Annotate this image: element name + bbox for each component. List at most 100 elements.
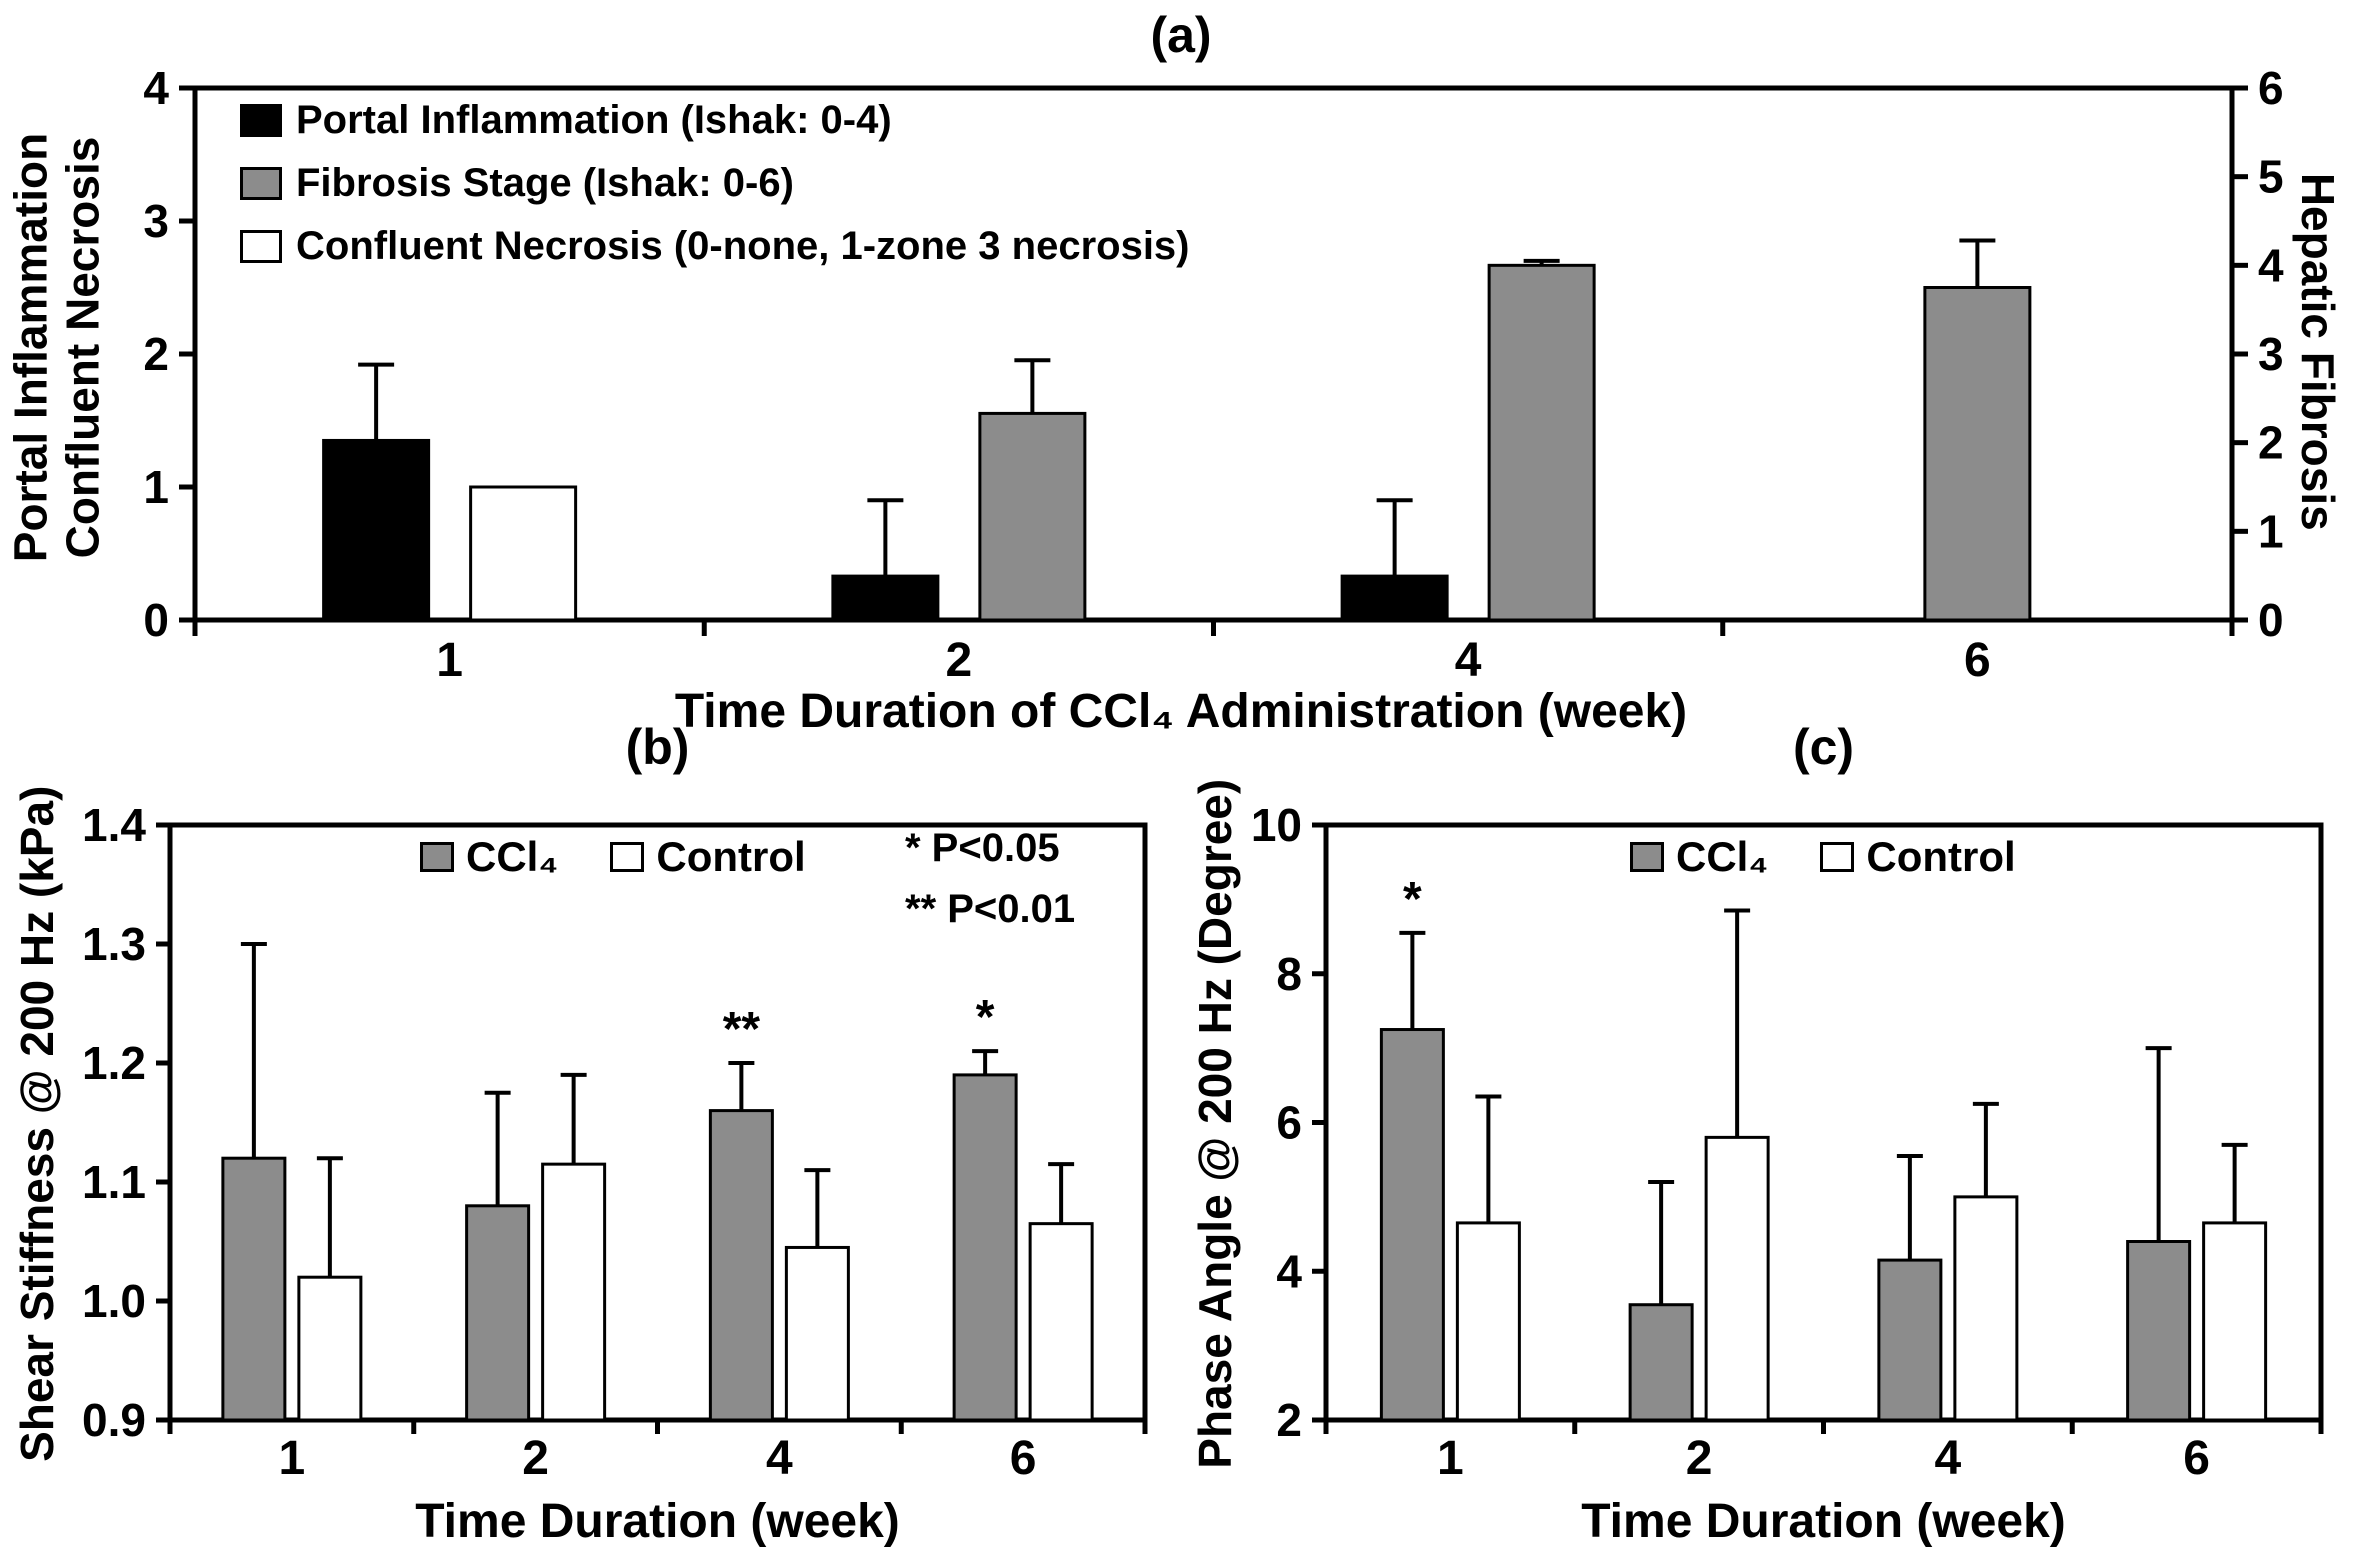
y-tick-label: 6	[1276, 1097, 1302, 1149]
x-category-label: 4	[766, 1432, 793, 1485]
y-tick-label: 1.0	[82, 1275, 146, 1327]
bar	[1923, 286, 2032, 622]
bar	[541, 1162, 607, 1422]
y-tick-right-label: 6	[2258, 62, 2284, 114]
x-category-label: 4	[1455, 634, 1482, 687]
legend-swatch-portal-inflammation	[240, 104, 282, 137]
y-tick-label: 1.2	[82, 1037, 146, 1089]
legend-item-ccl4-b: CCl₄	[420, 833, 558, 881]
bar	[1379, 1028, 1445, 1422]
legend-swatch-confluent-necrosis	[240, 230, 282, 263]
legend-item-fibrosis-stage: Fibrosis Stage (Ishak: 0-6)	[240, 161, 1190, 206]
y-tick-right-label: 4	[2258, 239, 2284, 291]
panel-b-canvas: 0.91.01.11.21.31.41 2 4 6** *	[82, 799, 1148, 1485]
x-category-label: 2	[946, 634, 973, 687]
legend-swatch-ccl4-c	[1630, 842, 1664, 872]
panel-b-title: (b)	[625, 719, 690, 775]
panel-c-xlabel: Time Duration (week)	[1581, 1495, 2066, 1548]
bar	[2126, 1240, 2192, 1422]
legend-label-confluent-necrosis: Confluent Necrosis (0-none, 1-zone 3 nec…	[296, 224, 1190, 268]
legend-swatch-control-c	[1820, 842, 1855, 872]
bar	[978, 411, 1087, 622]
significance-marker: **	[723, 1003, 761, 1056]
x-category-label: 2	[522, 1432, 549, 1485]
legend-item-control-c: Control	[1820, 833, 2016, 881]
panel-b-xlabel: Time Duration (week)	[415, 1495, 900, 1548]
x-category-label: 6	[1964, 634, 1991, 687]
y-tick-label: 2	[143, 328, 169, 380]
legend-label-control-c: Control	[1866, 833, 2016, 880]
y-tick-label: 3	[143, 195, 169, 247]
legend-swatch-ccl4-b	[420, 842, 454, 872]
legend-item-confluent-necrosis: Confluent Necrosis (0-none, 1-zone 3 nec…	[240, 224, 1190, 269]
bar	[708, 1109, 774, 1422]
y-tick-right-label: 0	[2258, 594, 2284, 646]
panel-c-ylabel: Phase Angle @ 200 Hz (Degree)	[1189, 778, 1242, 1469]
legend-item-ccl4-c: CCl₄	[1630, 833, 1768, 881]
y-tick-label: 1.1	[82, 1156, 146, 1208]
y-tick-right-label: 3	[2258, 328, 2284, 380]
y-tick-label: 4	[143, 62, 169, 114]
legend-label-portal-inflammation: Portal Inflammation (Ishak: 0-4)	[296, 98, 892, 142]
legend-label-fibrosis-stage: Fibrosis Stage (Ishak: 0-6)	[296, 161, 794, 205]
y-tick-label: 4	[1276, 1245, 1302, 1297]
panel-a-canvas: 0 1 2 3 4 0 1 2 3 4 5 6 1 2 4 6	[143, 62, 2284, 687]
significance-marker: *	[1403, 873, 1422, 926]
bar	[322, 438, 431, 622]
bar	[297, 1275, 363, 1422]
x-category-label: 4	[1935, 1432, 1962, 1485]
bar	[1628, 1303, 1694, 1422]
bar	[469, 485, 578, 622]
bar	[2202, 1221, 2268, 1422]
bar	[1953, 1195, 2019, 1422]
y-tick-label: 1.4	[82, 799, 146, 851]
legend-label-ccl4-c: CCl₄	[1676, 833, 1769, 880]
bar	[221, 1156, 287, 1422]
legend-item-portal-inflammation: Portal Inflammation (Ishak: 0-4)	[240, 98, 1190, 143]
bar	[1455, 1221, 1521, 1422]
y-tick-right-label: 2	[2258, 417, 2284, 469]
x-category-label: 1	[436, 634, 463, 687]
note-p-005: * P<0.05	[905, 826, 1060, 870]
y-tick-label: 10	[1251, 799, 1302, 851]
y-tick-right-label: 5	[2258, 151, 2284, 203]
x-category-label: 6	[1010, 1432, 1037, 1485]
bar	[1028, 1222, 1094, 1422]
y-tick-label: 0.9	[82, 1394, 146, 1446]
legend-swatch-control-b	[610, 842, 645, 872]
y-tick-label: 8	[1276, 948, 1302, 1000]
panel-b-ylabel: Shear Stiffness @ 200 Hz (kPa)	[11, 785, 64, 1462]
bar	[1704, 1135, 1770, 1422]
panel-a-xlabel: Time Duration of CCl₄ Administration (we…	[674, 685, 1688, 738]
y-tick-label: 2	[1276, 1394, 1302, 1446]
x-category-label: 1	[1437, 1432, 1464, 1485]
panel-c-title: (c)	[1792, 719, 1855, 775]
significance-marker: *	[976, 991, 995, 1044]
legend-label-ccl4-b: CCl₄	[466, 833, 559, 880]
bar	[1487, 263, 1596, 622]
panel-b-legend: CCl₄ Control	[420, 833, 806, 881]
bar	[1340, 574, 1449, 622]
y-tick-label: 0	[143, 594, 169, 646]
legend-item-control-b: Control	[610, 833, 806, 881]
x-category-label: 2	[1686, 1432, 1713, 1485]
y-tick-right-label: 1	[2258, 505, 2284, 557]
bar	[831, 574, 940, 622]
legend-label-control-b: Control	[656, 833, 806, 880]
bar	[465, 1204, 531, 1422]
x-category-label: 6	[2183, 1432, 2210, 1485]
panel-c-legend: CCl₄ Control	[1630, 833, 2016, 881]
legend-swatch-fibrosis-stage	[240, 167, 282, 200]
bar	[952, 1073, 1018, 1422]
x-category-label: 1	[279, 1432, 306, 1485]
note-p-001: ** P<0.01	[905, 887, 1076, 931]
panel-b-significance-notes: * P<0.05 ** P<0.01	[905, 826, 1075, 948]
panel-a-legend: Portal Inflammation (Ishak: 0-4) Fibrosi…	[240, 98, 1190, 287]
y-tick-label: 1.3	[82, 918, 146, 970]
panel-a-title: (a)	[1150, 7, 1212, 63]
bar	[784, 1245, 850, 1422]
bar	[1877, 1258, 1943, 1422]
y-tick-label: 1	[143, 461, 169, 513]
